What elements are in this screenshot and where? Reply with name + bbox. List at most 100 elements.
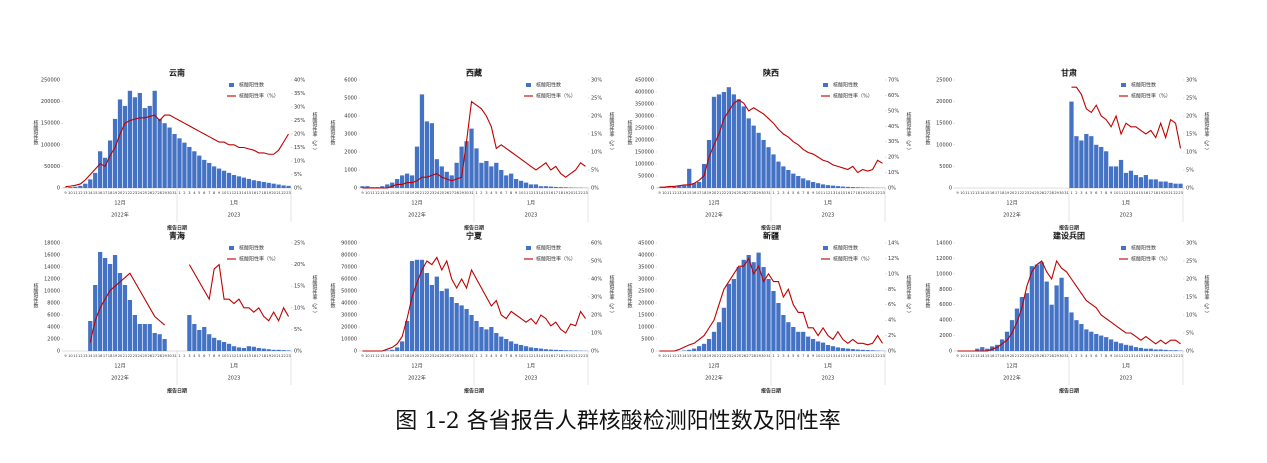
bar xyxy=(1108,339,1114,351)
x-tick-label: 9 xyxy=(658,191,661,195)
bar xyxy=(1074,136,1079,188)
x-tick-label: 18 xyxy=(1153,191,1158,195)
x-tick-label: 22 xyxy=(281,191,286,195)
x-tick-label: 11 xyxy=(667,191,672,195)
x-tick-label: 21 xyxy=(123,191,128,195)
bar xyxy=(1054,285,1059,351)
bar xyxy=(137,92,142,188)
x-tick-label: 12 xyxy=(826,354,831,358)
x-tick-label: 7 xyxy=(505,354,507,358)
y-tick-label: 70000 xyxy=(341,265,357,271)
bar xyxy=(192,151,197,188)
bar xyxy=(494,333,499,351)
x-tick-label: 22 xyxy=(425,354,430,358)
x-tick-label: 19 xyxy=(707,191,712,195)
bar xyxy=(746,255,751,351)
x-tick-label: 23 xyxy=(133,191,138,195)
x-tick-label: 14 xyxy=(242,191,247,195)
x-tick-label: 28 xyxy=(454,191,459,195)
y2-tick-label: 5% xyxy=(591,168,599,174)
bar xyxy=(830,185,836,188)
y-tick-label: 150000 xyxy=(635,150,654,156)
x-tick-label: 27 xyxy=(746,191,751,195)
y2-tick-label: 8% xyxy=(888,287,896,293)
y2-tick-label: 30% xyxy=(591,78,602,84)
bar xyxy=(419,259,425,351)
bar xyxy=(672,186,677,188)
x-tick-label: 20 xyxy=(271,354,276,358)
x-tick-label: 16 xyxy=(692,191,697,195)
bar xyxy=(88,321,93,351)
bar xyxy=(226,343,232,351)
y-tick-label: 10000 xyxy=(638,325,654,331)
x-tick-label: 27 xyxy=(449,354,454,358)
x-tick-label: 8 xyxy=(213,191,216,195)
x-tick-label: 11 xyxy=(73,354,78,358)
x-tick-label: 12 xyxy=(970,354,975,358)
x-tick-label: 28 xyxy=(454,354,459,358)
bar xyxy=(806,180,811,188)
bar xyxy=(380,186,385,188)
bar xyxy=(568,187,573,188)
y-tick-label: 40000 xyxy=(638,253,654,259)
x-tick-label: 27 xyxy=(152,191,157,195)
bar xyxy=(815,341,821,351)
x-tick-label: 9 xyxy=(1110,354,1113,358)
x-tick-label: 23 xyxy=(133,354,138,358)
y-tick-label: 14000 xyxy=(936,241,952,247)
bar xyxy=(1163,349,1168,351)
x-tick-label: 1 xyxy=(772,354,774,358)
x-tick-label: 4 xyxy=(1085,191,1088,195)
x-tick-label: 24 xyxy=(1030,354,1035,358)
x-tick-label: 29 xyxy=(1054,354,1059,358)
y-tick-label: 60000 xyxy=(341,277,357,283)
x-tick-label: 1 xyxy=(178,354,180,358)
bar xyxy=(791,173,796,188)
bar xyxy=(692,348,697,351)
chart-title: 云南 xyxy=(169,68,185,78)
legend-label: 核酸阳性率（%） xyxy=(833,256,873,263)
x-tick-label: 5 xyxy=(495,191,497,195)
year-label: 2023 xyxy=(228,376,241,382)
x-tick-label: 1 xyxy=(178,191,180,195)
x-tick-label: 13 xyxy=(83,354,88,358)
y-tick-label: 40000 xyxy=(341,301,357,307)
x-tick-label: 15 xyxy=(390,354,395,358)
x-tick-label: 1 xyxy=(475,354,477,358)
bar xyxy=(865,350,870,351)
x-tick-label: 16 xyxy=(252,354,257,358)
x-tick-label: 4 xyxy=(193,191,196,195)
bar xyxy=(825,345,831,351)
y2-tick-label: 20% xyxy=(1186,114,1197,120)
x-tick-label: 17 xyxy=(697,191,702,195)
year-label: 2023 xyxy=(1120,213,1133,219)
bar xyxy=(494,162,499,188)
bar xyxy=(538,186,544,188)
bar xyxy=(796,176,801,188)
bar xyxy=(390,182,395,188)
legend-label: 核酸阳性率（%） xyxy=(239,93,279,100)
bar xyxy=(127,90,133,188)
x-tick-label: 18 xyxy=(108,191,113,195)
y-tick-label: 10000 xyxy=(936,271,952,277)
x-tick-label: 10 xyxy=(68,354,73,358)
bar xyxy=(746,118,751,188)
x-tick-label: 15 xyxy=(841,191,846,195)
x-tick-label: 24 xyxy=(138,191,143,195)
y2-tick-label: 25% xyxy=(294,118,305,124)
bar xyxy=(276,184,281,188)
y2-tick-label: 60% xyxy=(591,241,602,247)
x-tick-label: 10 xyxy=(960,191,965,195)
bar xyxy=(523,346,529,351)
x-tick-label: 21 xyxy=(276,354,281,358)
legend-label: 核酸阳性数 xyxy=(239,82,264,89)
y2-tick-label: 10% xyxy=(888,170,899,176)
bar xyxy=(385,184,390,188)
y-tick-label: 20000 xyxy=(341,325,357,331)
y-tick-label: 50000 xyxy=(44,164,60,170)
bar xyxy=(484,161,489,188)
bar xyxy=(1168,182,1173,188)
bar xyxy=(1148,179,1153,188)
x-tick-label: 9 xyxy=(515,191,518,195)
x-tick-label: 21 xyxy=(420,191,425,195)
